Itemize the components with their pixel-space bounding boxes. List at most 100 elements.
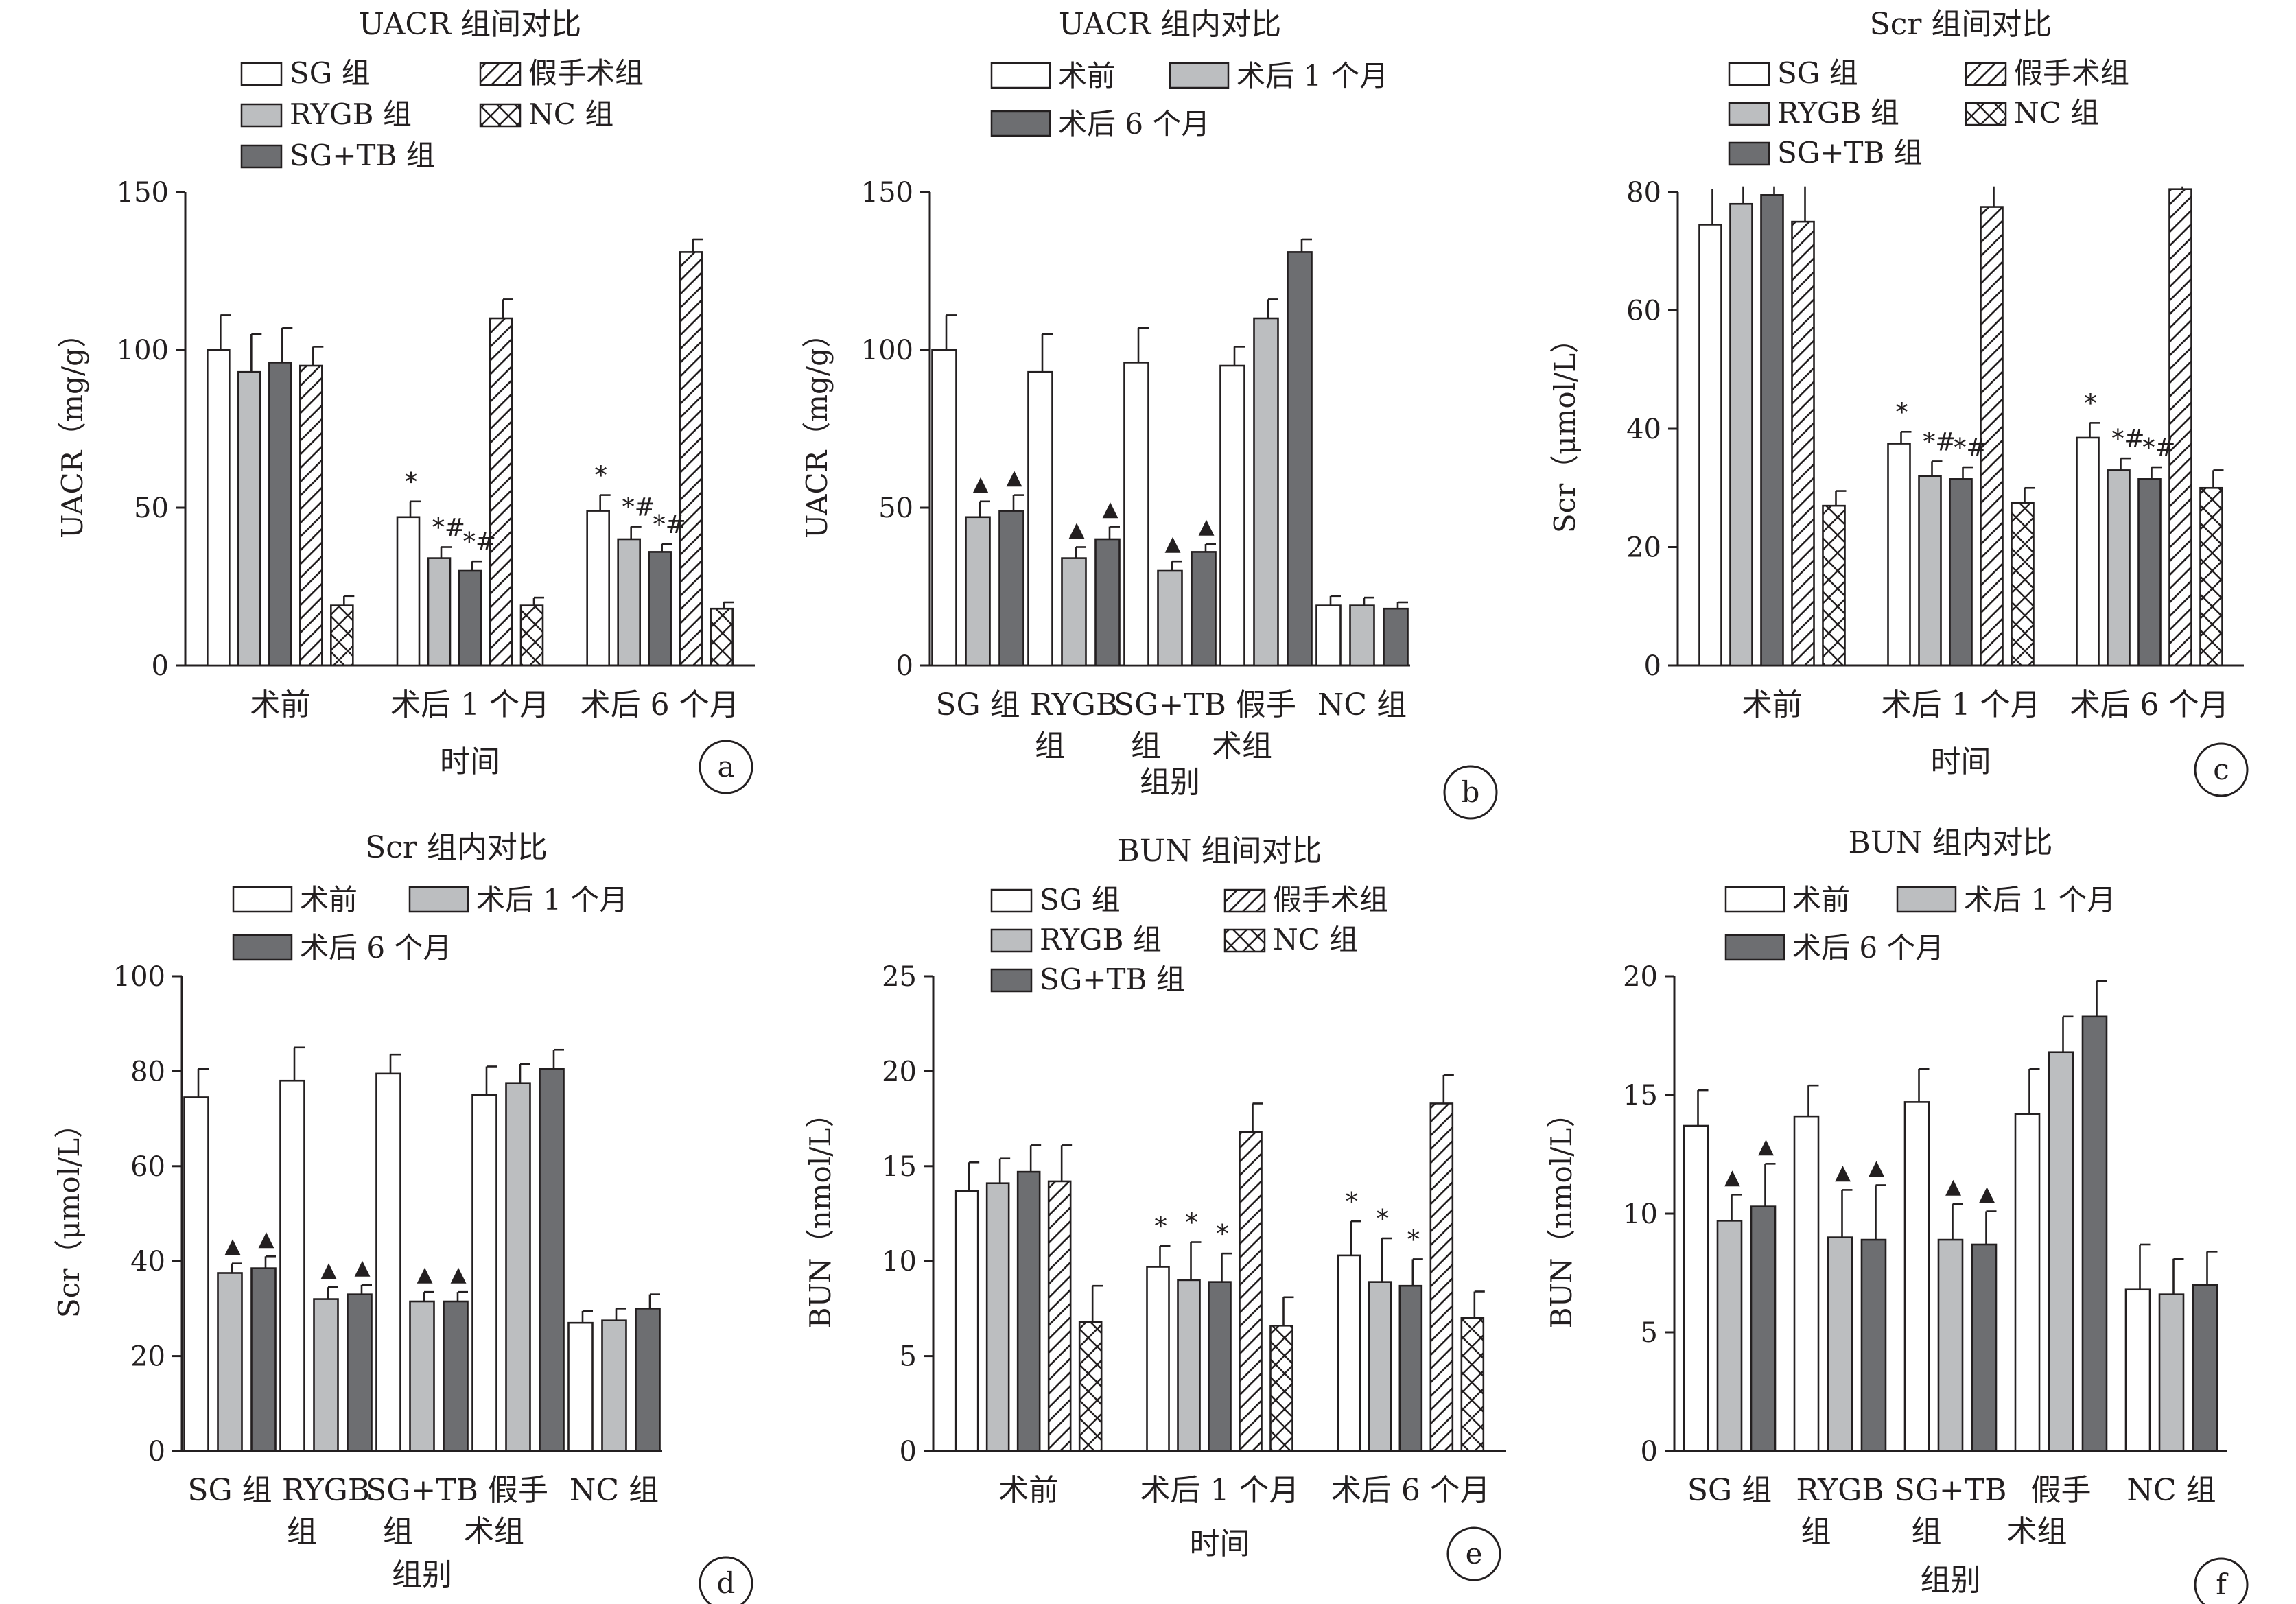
bar-1-0-1 [237,370,261,667]
bar-3-0-3 [1791,220,1815,667]
y-tick-label: 0 [1641,1436,1658,1467]
significance-marker: *# [432,515,465,543]
y-tick-label: 5 [900,1341,917,1373]
y-tick-label: 0 [148,1436,165,1467]
bar-1-1-1 [427,557,452,667]
legend-swatch [479,62,522,86]
bar-6-2-0 [1903,1101,1930,1452]
y-tick-label: 20 [882,1056,917,1087]
x-tick-label: 术前 [998,1473,1059,1508]
significance-marker: * [1346,1188,1358,1216]
significance-marker: ▲ [258,1227,274,1251]
chart-title: BUN 组间对比 [1118,834,1322,869]
x-tick-label: 组 [383,1514,413,1549]
significance-marker: * [405,469,417,497]
bar-3-1-3 [1980,206,2004,667]
bar-4-4-0 [567,1321,594,1452]
y-tick-label: 0 [896,650,913,682]
legend-swatch [990,888,1033,913]
bar-2-0-0 [931,349,957,667]
significance-marker: ▲ [450,1262,466,1286]
bar-2-4-0 [1315,604,1342,667]
bar-3-2-1 [2107,469,2131,667]
y-tick-label: 10 [882,1246,917,1277]
legend: SG 组 RYGB 组 SG+TB 组 假手术组 NC 组 [1728,56,2129,169]
y-tick-label: 20 [130,1341,165,1373]
legend-swatch [1724,886,1785,913]
significance-marker: ▲ [354,1255,370,1279]
legend-label: SG 组 [1040,883,1121,917]
legend-label: 术后 1 个月 [1237,59,1388,93]
bar-6-2-2 [1971,1243,1998,1452]
significance-marker: ▲ [320,1258,336,1282]
legend-label: NC 组 [528,97,613,131]
legend-label: NC 组 [2014,96,2099,130]
y-tick-label: 150 [861,177,913,209]
significance-marker: * [1377,1205,1389,1234]
bar-4-4-1 [601,1319,627,1452]
y-tick-label: 60 [1626,296,1661,327]
significance-marker: *# [1923,428,1956,456]
bar-5-2-1 [1368,1281,1392,1452]
legend-swatch [232,886,293,913]
chart-panel-c: Scr 组间对比 SG 组 RYGB 组 SG+TB 组 假手术组 NC 组 0 20 40 60… [1548,7,2249,797]
bar-4-0-2 [250,1267,277,1452]
bar-5-1-3 [1239,1131,1263,1452]
significance-marker: ▲ [1945,1175,1961,1199]
y-tick-label: 0 [1644,650,1661,682]
bar-4-1-1 [313,1298,339,1452]
bar-3-1-0 [1887,443,1911,667]
bar-4-1-2 [347,1293,373,1452]
y-tick-label: 20 [1623,961,1658,993]
significance-marker: ▲ [1758,1134,1774,1158]
bar-2-1-1 [1061,557,1087,667]
bar-5-1-4 [1269,1325,1293,1452]
x-tick-label: 假手 [1236,687,1296,722]
legend-label: RYGB 组 [1777,96,1899,130]
significance-marker: * [2085,390,2097,418]
bar-1-0-3 [299,364,323,667]
significance-marker: ▲ [1198,515,1214,539]
panel-badge [2194,1557,2249,1604]
legend-swatch [1965,62,2007,86]
legend-label: 术后 6 个月 [1792,931,1944,965]
x-tick-label: NC 组 [570,1473,659,1508]
legend-swatch [232,934,293,961]
bar-2-0-2 [998,510,1024,667]
significance-marker: * [1217,1220,1229,1249]
legend-label: 术后 1 个月 [476,883,628,917]
bar-3-1-2 [1949,478,1973,667]
chart-title: UACR 组内对比 [1059,7,1281,42]
significance-marker: * [1155,1213,1167,1241]
chart-panel-e: BUN 组间对比 SG 组 RYGB 组 SG+TB 组 假手术组 NC 组 0 5 10 15 2… [804,834,1506,1581]
x-tick-label: SG+TB [1114,687,1226,722]
y-axis-label: UACR（mg/g） [800,319,834,539]
legend-swatch [408,886,469,913]
bar-6-0-1 [1716,1220,1743,1452]
x-tick-label: 术后 1 个月 [390,687,550,722]
significance-marker: ▲ [1164,532,1180,556]
x-tick-label: 术后 6 个月 [2070,687,2229,722]
bar-2-1-2 [1094,538,1121,667]
panel-badge [1446,1526,1501,1581]
y-axis-label: Scr（μmol/L） [1548,325,1582,533]
bar-1-2-1 [617,538,641,667]
significance-marker: ▲ [417,1262,432,1286]
significance-marker: ▲ [1979,1182,1995,1206]
x-tick-label: 术前 [250,687,310,722]
panel-badge [1443,765,1498,820]
x-axis-label: 时间 [1931,744,1991,779]
legend-label: RYGB 组 [1040,923,1162,956]
panel-badge [2194,742,2249,797]
panel-letter: e [1466,1537,1483,1570]
significance-marker: ▲ [1068,518,1084,542]
chart-panel-a: UACR 组间对比 SG 组 RYGB 组 SG+TB 组 假手术组 NC 组 0 50 100… [56,7,755,794]
bar-2-2-0 [1123,362,1149,667]
bar-5-0-1 [985,1182,1010,1452]
bar-5-0-2 [1016,1170,1041,1452]
bar-3-1-1 [1918,475,1942,667]
bar-4-3-1 [505,1082,531,1452]
y-tick-label: 15 [882,1151,917,1183]
